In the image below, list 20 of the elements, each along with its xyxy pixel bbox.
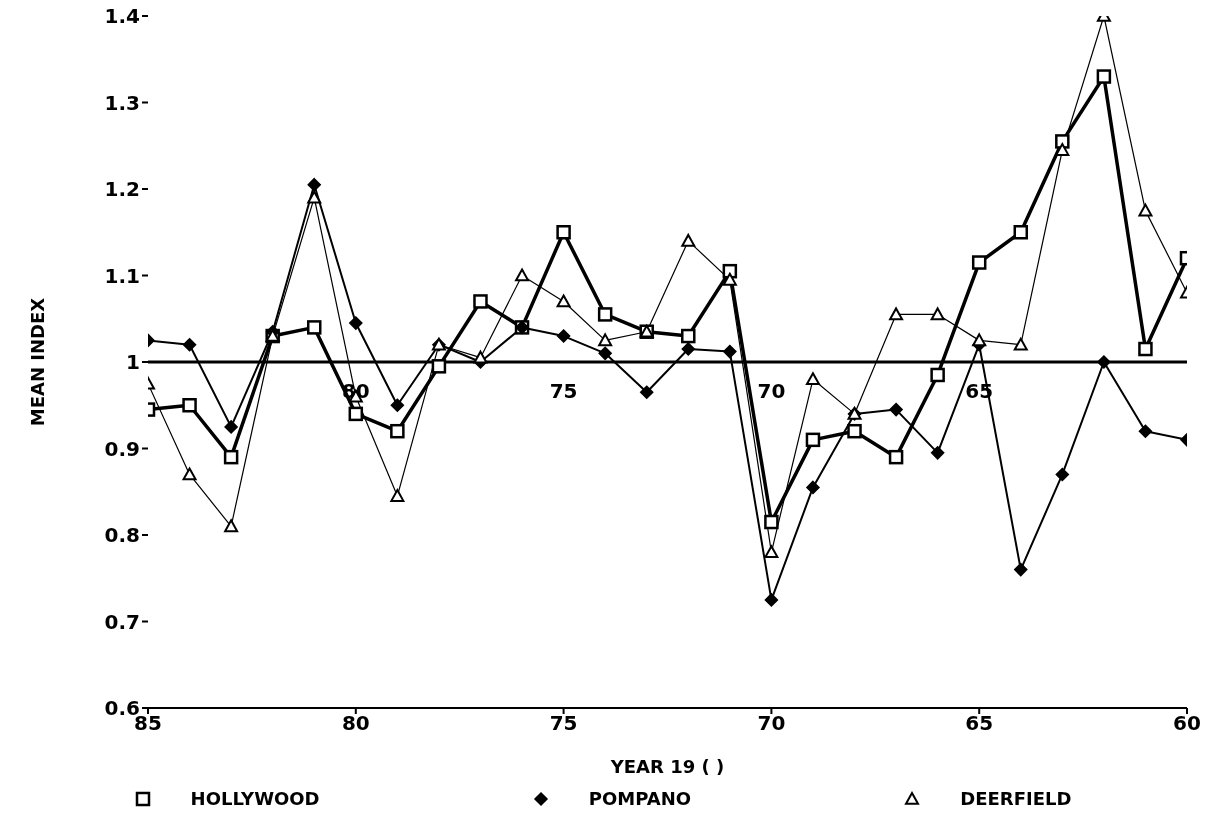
legend-label: POMPANO — [588, 788, 692, 809]
x-tick-label: 60 — [1173, 711, 1201, 736]
x-tick-label: 70 — [757, 711, 786, 736]
x-tick-label: 80 — [341, 711, 370, 736]
x-tick-label: 75 — [549, 711, 578, 736]
x-tick-label: 65 — [965, 711, 994, 736]
y-tick-label: 1.3 — [104, 90, 140, 115]
y-tick-label: 1.4 — [104, 4, 140, 29]
y-tick-label: 0.9 — [104, 436, 140, 461]
y-axis-title: MEAN INDEX — [27, 297, 49, 427]
legend-label: HOLLYWOOD — [190, 788, 320, 809]
legend-label: DEERFIELD — [960, 788, 1072, 809]
y-tick-label: 0.8 — [104, 523, 140, 548]
annotation: 70 — [757, 379, 786, 404]
y-tick-label: 1.2 — [104, 177, 140, 202]
x-axis-title: YEAR 19 ( ) — [609, 756, 725, 777]
annotation: 75 — [549, 379, 578, 404]
y-tick-label: 0.7 — [104, 609, 140, 634]
y-tick-label: 1.1 — [104, 263, 140, 288]
y-tick-label: 1 — [126, 350, 140, 375]
